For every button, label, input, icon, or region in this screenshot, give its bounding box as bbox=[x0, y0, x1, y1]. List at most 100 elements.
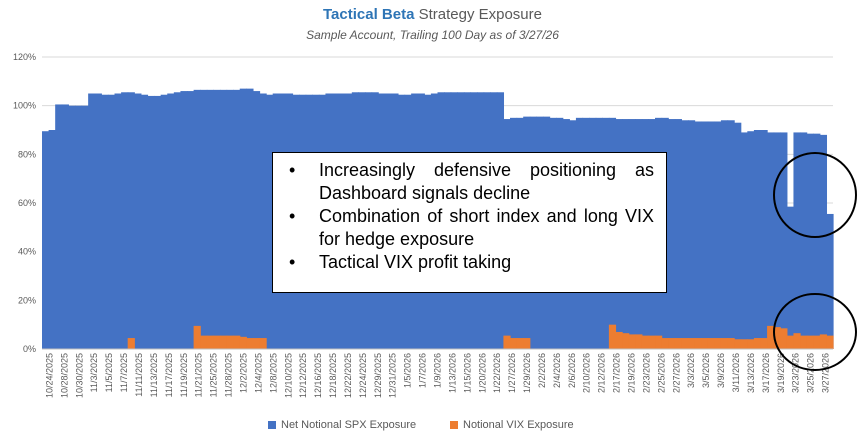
legend-label-vix: Notional VIX Exposure bbox=[463, 419, 574, 431]
legend-label-spx: Net Notional SPX Exposure bbox=[281, 419, 417, 431]
x-tick-label: 11/28/2025 bbox=[224, 353, 234, 397]
spx-bar bbox=[727, 120, 735, 350]
x-tick-label: 12/31/2025 bbox=[388, 353, 398, 398]
spx-bar bbox=[753, 130, 762, 349]
spx-bar bbox=[140, 94, 149, 349]
x-tick-label: 2/10/2026 bbox=[582, 353, 592, 393]
callout-bullet: Tactical VIX profit taking bbox=[287, 251, 654, 274]
vix-bar bbox=[622, 333, 630, 349]
x-tick-label: 2/6/2026 bbox=[567, 353, 577, 388]
spx-bar bbox=[800, 132, 808, 349]
x-tick-label: 12/18/2025 bbox=[328, 353, 338, 398]
spx-bar bbox=[681, 120, 689, 350]
vix-bar bbox=[648, 335, 656, 349]
x-tick-label: 11/19/2025 bbox=[179, 353, 189, 397]
chart-title: Tactical Beta Strategy Exposure bbox=[0, 6, 865, 23]
vix-bar bbox=[753, 338, 762, 349]
legend-swatch-vix bbox=[450, 421, 458, 429]
y-tick-label: 20% bbox=[18, 295, 36, 305]
spx-bar bbox=[173, 92, 182, 349]
vix-bar bbox=[635, 334, 643, 349]
spx-bar bbox=[720, 120, 729, 350]
vix-bar bbox=[655, 335, 663, 349]
vix-bar bbox=[826, 335, 834, 349]
vix-bar bbox=[813, 335, 821, 349]
y-tick-label: 0% bbox=[23, 344, 36, 354]
spx-bar bbox=[233, 89, 241, 349]
callout-bullet: Combination of short index and long VIX … bbox=[287, 205, 654, 251]
spx-bar bbox=[94, 93, 102, 349]
spx-bar bbox=[694, 121, 702, 349]
vix-bar bbox=[773, 327, 781, 349]
x-tick-label: 12/29/2025 bbox=[373, 353, 383, 398]
x-tick-label: 12/12/2025 bbox=[298, 353, 308, 398]
vix-bar bbox=[707, 338, 715, 349]
spx-bar bbox=[266, 94, 274, 349]
spx-bar bbox=[687, 120, 696, 350]
vix-bar bbox=[701, 338, 709, 349]
vix-bar bbox=[193, 325, 201, 349]
spx-bar bbox=[160, 94, 168, 349]
vix-bar bbox=[127, 338, 135, 349]
spx-bar bbox=[74, 105, 83, 349]
y-tick-label: 60% bbox=[18, 198, 36, 208]
vix-bar bbox=[246, 338, 254, 349]
vix-bar bbox=[780, 328, 788, 349]
x-tick-label: 1/29/2026 bbox=[522, 353, 532, 393]
y-tick-label: 120% bbox=[13, 52, 36, 62]
x-tick-label: 2/25/2026 bbox=[656, 353, 666, 393]
spx-bar bbox=[668, 119, 676, 349]
x-tick-label: 3/25/2026 bbox=[806, 353, 816, 393]
vix-bar bbox=[641, 335, 650, 349]
spx-bar bbox=[187, 91, 195, 349]
highlight-circles bbox=[773, 152, 857, 371]
spx-bar bbox=[773, 132, 781, 349]
vix-bar bbox=[714, 338, 722, 349]
spx-bar bbox=[121, 92, 129, 349]
spx-bar bbox=[154, 95, 162, 350]
x-tick-label: 1/20/2026 bbox=[477, 353, 487, 393]
vix-bar bbox=[219, 335, 228, 349]
vix-bar bbox=[259, 338, 267, 349]
chart-title-rest: Strategy Exposure bbox=[414, 6, 542, 23]
spx-bar bbox=[780, 132, 788, 349]
x-tick-label: 2/19/2026 bbox=[627, 353, 637, 393]
vix-bar bbox=[674, 338, 682, 349]
x-tick-label: 2/17/2026 bbox=[612, 353, 622, 393]
x-tick-label: 2/23/2026 bbox=[641, 353, 651, 393]
x-tick-label: 1/7/2026 bbox=[418, 353, 428, 388]
chart-subtitle: Sample Account, Trailing 100 Day as of 3… bbox=[306, 28, 559, 42]
spx-bar bbox=[819, 134, 828, 349]
legend-item-vix: Notional VIX Exposure bbox=[450, 419, 574, 431]
x-tick-label: 3/23/2026 bbox=[791, 353, 801, 393]
spx-bar bbox=[747, 131, 755, 349]
vix-bar bbox=[503, 335, 511, 349]
spx-bar bbox=[114, 93, 122, 349]
x-tick-label: 10/28/2025 bbox=[59, 353, 69, 398]
x-tick-label: 1/13/2026 bbox=[447, 353, 457, 393]
legend-swatch-spx bbox=[268, 421, 276, 429]
x-tick-label: 3/17/2026 bbox=[761, 353, 771, 393]
spx-bar bbox=[714, 121, 722, 349]
spx-bar bbox=[206, 89, 214, 349]
chart-title-bold: Tactical Beta bbox=[322, 6, 415, 23]
x-tick-label: 12/22/2025 bbox=[343, 353, 353, 398]
spx-bar bbox=[767, 132, 775, 349]
vix-series bbox=[127, 324, 834, 349]
vix-bar bbox=[727, 338, 735, 349]
x-tick-label: 12/2/2025 bbox=[239, 353, 249, 393]
highlight-circle-vix-rise bbox=[773, 293, 857, 371]
vix-bar bbox=[681, 338, 689, 349]
spx-bar bbox=[48, 130, 56, 349]
x-tick-label: 12/24/2025 bbox=[358, 353, 368, 398]
spx-bar bbox=[226, 89, 234, 349]
callout-bullet: Increasingly defensive positioning as Da… bbox=[287, 159, 654, 205]
spx-bar bbox=[740, 132, 748, 349]
spx-bar bbox=[239, 88, 247, 349]
vix-bar bbox=[516, 338, 524, 349]
x-tick-label: 11/21/2025 bbox=[194, 353, 204, 397]
spx-bar bbox=[252, 91, 261, 349]
spx-bar bbox=[707, 121, 715, 349]
x-tick-label: 1/27/2026 bbox=[507, 353, 517, 393]
x-tick-label: 1/15/2026 bbox=[462, 353, 472, 393]
